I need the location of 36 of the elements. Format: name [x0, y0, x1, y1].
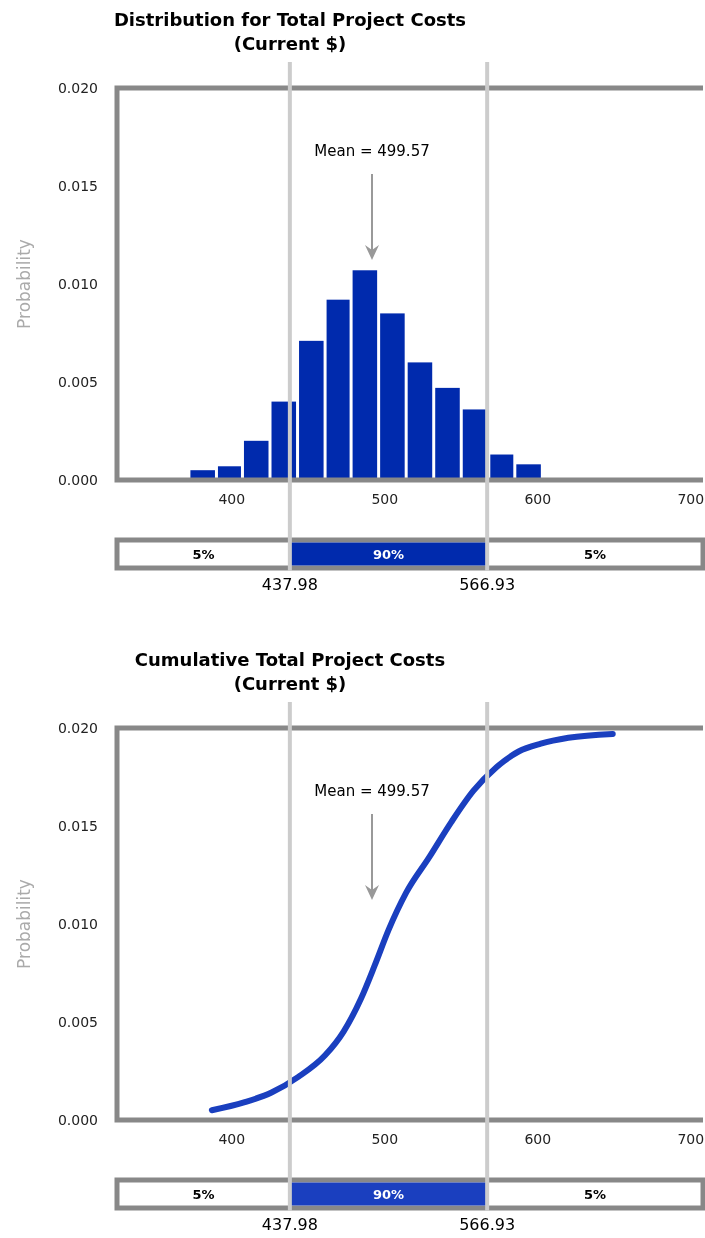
y-axis-title: Probability: [14, 879, 34, 969]
x-tick-label: 400: [218, 1131, 246, 1147]
y-tick-label: 0.000: [57, 1112, 98, 1128]
text: 5%: [192, 1187, 215, 1202]
x-tick-label: 700: [677, 491, 705, 507]
x-tick-label: 400: [218, 491, 246, 507]
y-axis-title: Probability: [14, 239, 34, 329]
text: 90%: [372, 547, 405, 562]
text: 90%: [372, 1187, 405, 1202]
annotation: Mean = 499.57: [314, 782, 430, 800]
annotation: Mean = 499.57: [314, 142, 430, 160]
ref-line-label: 437.98: [261, 575, 318, 594]
y-tick-label: 0.015: [57, 818, 98, 834]
chart-title: Cumulative Total Project Costs: [134, 649, 446, 670]
y-tick-label: 0.010: [57, 276, 98, 292]
ref-line-label: 437.98: [261, 1215, 318, 1234]
y-tick-label: 0.005: [57, 1014, 98, 1030]
text: 5%: [584, 1187, 607, 1202]
x-tick-label: 500: [371, 491, 399, 507]
x-tick-label: 500: [371, 1131, 399, 1147]
y-tick-label: 0.000: [57, 472, 98, 488]
x-tick-label: 700: [677, 1131, 705, 1147]
ref-line-label: 566.93: [459, 1215, 516, 1234]
y-tick-label: 0.015: [57, 178, 98, 194]
y-tick-label: 0.020: [57, 720, 98, 736]
text: 5%: [584, 547, 607, 562]
y-tick-label: 0.005: [57, 374, 98, 390]
chart-subtitle: (Current $): [233, 673, 347, 694]
text: 5%: [192, 547, 215, 562]
ref-line-label: 566.93: [459, 575, 516, 594]
y-tick-label: 0.010: [57, 916, 98, 932]
x-tick-label: 600: [524, 491, 552, 507]
chart-subtitle: (Current $): [233, 33, 347, 54]
chart-title: Distribution for Total Project Costs: [113, 9, 467, 30]
x-tick-label: 600: [524, 1131, 552, 1147]
y-tick-label: 0.020: [57, 80, 98, 96]
